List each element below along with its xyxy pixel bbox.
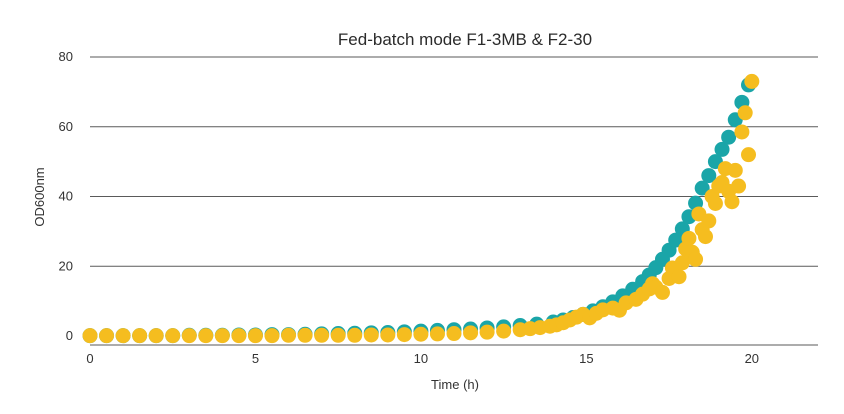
scatter-point [247,328,263,344]
scatter-point [671,269,687,285]
scatter-point [330,327,346,343]
scatter-point [115,328,131,344]
scatter-point [734,124,750,140]
scatter-point [744,73,760,89]
scatter-point [297,327,313,343]
scatter-point [214,328,230,344]
scatter-point [198,328,214,344]
scatter-point [479,324,495,340]
scatter-point [264,328,280,344]
scatter-point [668,232,684,248]
y-tick-label: 40 [59,189,73,204]
y-tick-label: 80 [59,49,73,64]
scatter-point [727,162,743,178]
scatter-point [724,194,740,210]
chart-title: Fed-batch mode F1-3MB & F2-30 [338,30,592,49]
x-tick-label: 20 [745,351,759,366]
scatter-point [396,327,412,343]
scatter-point [148,328,164,344]
x-tick-label: 0 [86,351,93,366]
scatter-point [697,229,713,245]
scatter-point [181,328,197,344]
scatter-point [413,326,429,342]
y-tick-label: 60 [59,119,73,134]
scatter-point [165,328,181,344]
x-tick-label: 5 [252,351,259,366]
y-axis-label: OD600nm [32,167,47,226]
y-tick-label: 20 [59,258,73,273]
series-1 [82,77,757,344]
scatter-point [446,326,462,342]
scatter-point [363,327,379,343]
scatter-point [496,323,512,339]
tick-labels: 0 20 40 60 80 0 5 10 15 20 [59,49,760,366]
scatter-point [82,328,98,344]
scatter-point [741,147,757,163]
scatter-point [701,168,717,184]
scatter-point [99,328,115,344]
scatter-point [701,213,717,229]
scatter-point [231,328,247,344]
scatter-point [721,129,737,145]
series-layer [82,73,760,344]
scatter-point [688,251,704,267]
scatter-point [714,141,730,157]
x-tick-label: 15 [579,351,593,366]
scatter-point [731,178,747,194]
x-tick-label: 10 [414,351,428,366]
scatter-point [654,284,670,300]
scatter-point [681,230,697,246]
y-tick-label: 0 [66,328,73,343]
scatter-point [314,327,330,343]
scatter-point [429,326,445,342]
scatter-point [674,255,690,271]
scatter-point [347,327,363,343]
scatter-point [737,105,753,121]
scatter-point [132,328,148,344]
x-axis-label: Time (h) [431,377,479,392]
scatter-point [707,195,723,211]
scatter-point [694,180,710,196]
scatter-point [281,327,297,343]
series-2 [82,73,760,344]
scatter-point [463,325,479,341]
scatter-point [380,327,396,343]
